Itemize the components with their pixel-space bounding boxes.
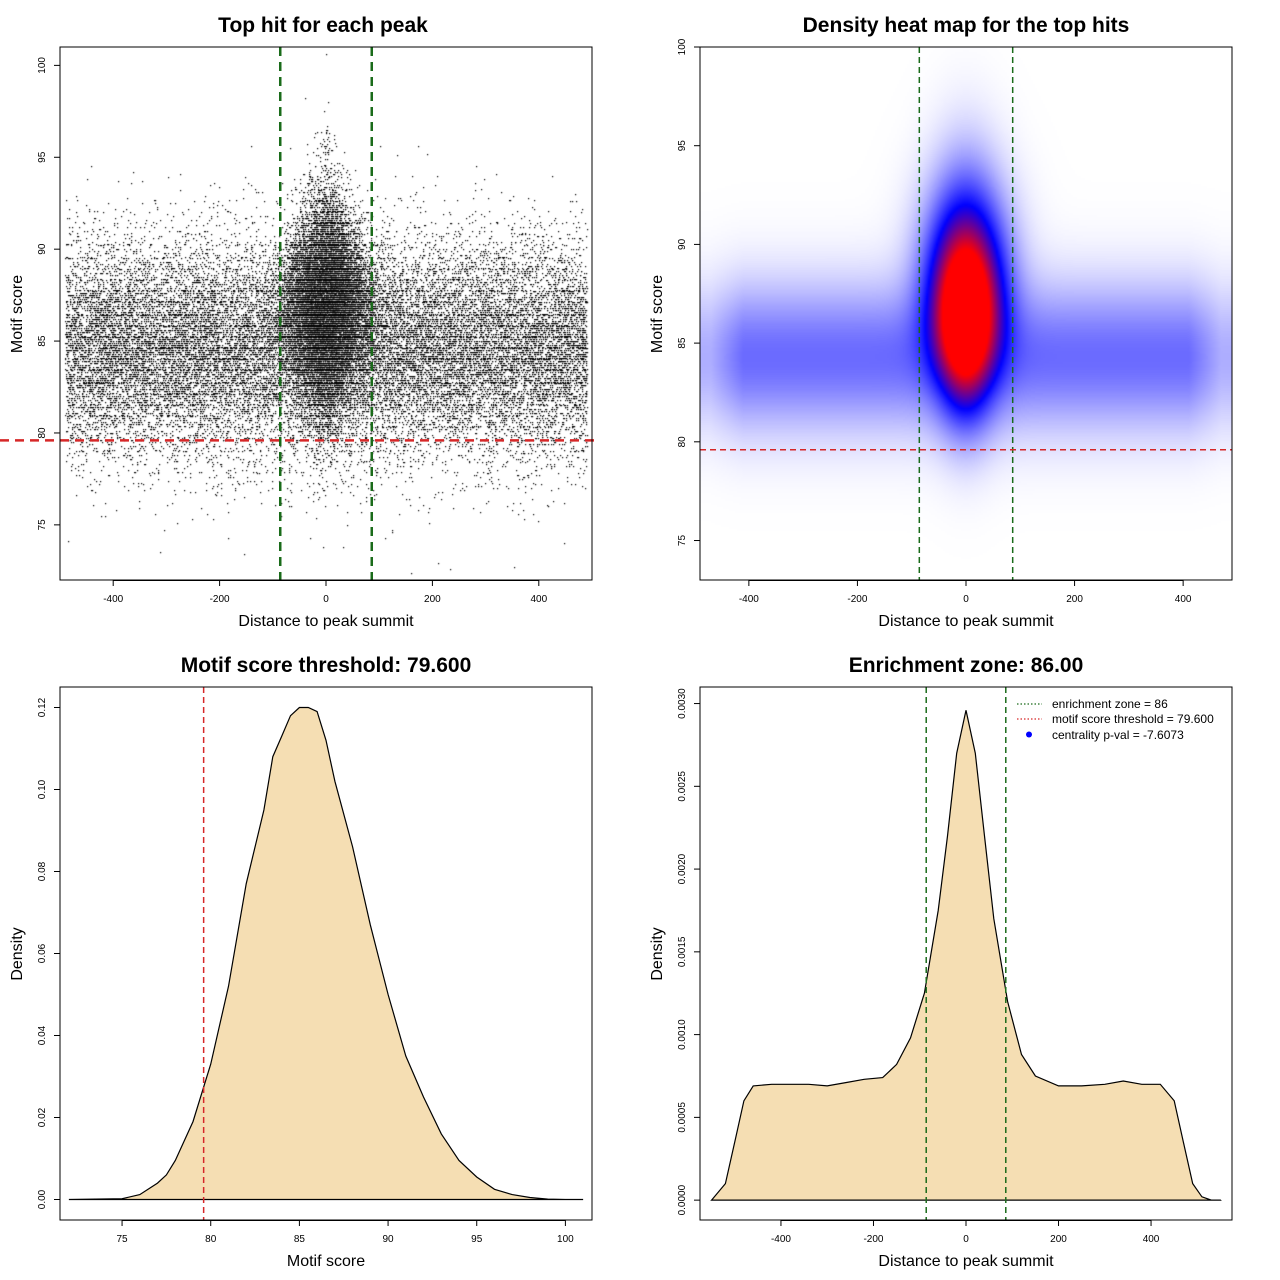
legend-zone-label: enrichment zone = 86 bbox=[1052, 697, 1168, 711]
distance-density-x-axis: -400 -200 0 200 400 bbox=[771, 1220, 1160, 1245]
legend-pval-label: centrality p-val = -7.6073 bbox=[1052, 728, 1184, 742]
scatter-x-label: Distance to peak summit bbox=[238, 613, 414, 630]
scatter-reference-lines bbox=[0, 47, 600, 580]
distance-density-curve bbox=[710, 710, 1222, 1201]
y-tick-label: 0.00 bbox=[37, 1189, 48, 1209]
x-tick-label: 400 bbox=[530, 594, 547, 605]
score-density-title: Motif score threshold: 79.600 bbox=[181, 654, 472, 677]
distance-density-panel: Enrichment zone: 86.00 -400 -200 0 200 400 0… bbox=[649, 654, 1233, 1270]
score-density-panel: Motif score threshold: 79.600 75 80 85 90 95… bbox=[9, 654, 593, 1270]
heatmap-y-label: Motif score bbox=[649, 275, 666, 353]
x-tick-label: 0 bbox=[963, 594, 969, 605]
distance-density-x-label: Distance to peak summit bbox=[878, 1253, 1054, 1270]
y-tick-label: 80 bbox=[37, 427, 48, 439]
x-tick-label: -200 bbox=[847, 594, 867, 605]
x-tick-label: 80 bbox=[205, 1234, 217, 1245]
scatter-x-axis: -400 -200 0 200 400 bbox=[103, 580, 548, 605]
score-density-y-label: Density bbox=[9, 927, 26, 980]
x-tick-label: -200 bbox=[863, 1234, 883, 1245]
score-density-curve bbox=[68, 706, 584, 1201]
y-tick-label: 0.0000 bbox=[677, 1184, 688, 1215]
x-tick-label: 90 bbox=[383, 1234, 395, 1245]
y-tick-label: 0.04 bbox=[37, 1025, 48, 1045]
heatmap-y-axis: 75 80 85 90 95 100 bbox=[677, 38, 700, 546]
score-density-x-axis: 75 80 85 90 95 100 bbox=[117, 1220, 574, 1245]
y-tick-label: 90 bbox=[37, 243, 48, 255]
x-tick-label: -200 bbox=[210, 594, 230, 605]
heatmap-reference-lines bbox=[700, 47, 1232, 580]
x-tick-label: 0 bbox=[963, 1234, 969, 1245]
distance-density-y-axis: 0.0000 0.0005 0.0010 0.0015 0.0020 0.0025 0.00… bbox=[677, 688, 700, 1215]
y-tick-label: 100 bbox=[37, 57, 48, 74]
y-tick-label: 85 bbox=[37, 335, 48, 347]
scatter-point-cloud bbox=[60, 47, 592, 580]
score-density-x-label: Motif score bbox=[287, 1253, 365, 1270]
heatmap-density-image bbox=[700, 47, 1232, 580]
heatmap-x-axis: -400 -200 0 200 400 bbox=[739, 580, 1192, 605]
y-tick-label: 85 bbox=[677, 337, 688, 349]
y-tick-label: 75 bbox=[37, 519, 48, 531]
x-tick-label: 75 bbox=[117, 1234, 129, 1245]
scatter-y-axis: 75 80 85 90 95 100 bbox=[37, 57, 60, 531]
score-density-y-axis: 0.00 0.02 0.04 0.06 0.08 0.10 0.12 bbox=[37, 697, 60, 1209]
distance-density-y-label: Density bbox=[649, 927, 666, 980]
x-tick-label: 200 bbox=[1050, 1234, 1067, 1245]
legend-threshold-label: motif score threshold = 79.600 bbox=[1052, 712, 1214, 726]
x-tick-label: -400 bbox=[739, 594, 759, 605]
x-tick-label: -400 bbox=[771, 1234, 791, 1245]
scatter-y-label: Motif score bbox=[9, 275, 26, 353]
x-tick-label: 200 bbox=[1066, 594, 1083, 605]
y-tick-label: 0.0005 bbox=[677, 1102, 688, 1133]
y-tick-label: 0.0025 bbox=[677, 771, 688, 802]
x-tick-label: 85 bbox=[294, 1234, 306, 1245]
y-tick-label: 90 bbox=[677, 238, 688, 250]
x-tick-label: 400 bbox=[1143, 1234, 1160, 1245]
legend: enrichment zone = 86 motif score thresho… bbox=[1017, 697, 1214, 742]
scatter-title: Top hit for each peak bbox=[218, 14, 428, 37]
y-tick-label: 0.06 bbox=[37, 943, 48, 963]
heatmap-x-label: Distance to peak summit bbox=[878, 613, 1054, 630]
y-tick-label: 0.0015 bbox=[677, 936, 688, 967]
y-tick-label: 0.02 bbox=[37, 1107, 48, 1127]
x-tick-label: 400 bbox=[1175, 594, 1192, 605]
x-tick-label: 0 bbox=[323, 594, 329, 605]
scatter-points bbox=[60, 47, 592, 580]
y-tick-label: 0.0010 bbox=[677, 1019, 688, 1050]
y-tick-label: 95 bbox=[37, 151, 48, 163]
y-tick-label: 0.12 bbox=[37, 697, 48, 717]
heatmap-panel: Density heat map for the top hits -400 -2… bbox=[649, 14, 1233, 630]
y-tick-label: 100 bbox=[677, 38, 688, 55]
x-tick-label: 100 bbox=[557, 1234, 574, 1245]
y-tick-label: 0.0030 bbox=[677, 688, 688, 719]
distance-density-title: Enrichment zone: 86.00 bbox=[849, 654, 1084, 677]
scatter-panel: Top hit for each peak -400 -200 0 200 400 75… bbox=[0, 14, 600, 630]
y-tick-label: 0.08 bbox=[37, 861, 48, 881]
y-tick-label: 80 bbox=[677, 436, 688, 448]
x-tick-label: 200 bbox=[424, 594, 441, 605]
y-tick-label: 95 bbox=[677, 140, 688, 152]
y-tick-label: 75 bbox=[677, 535, 688, 547]
y-tick-label: 0.0020 bbox=[677, 853, 688, 884]
heatmap-title: Density heat map for the top hits bbox=[803, 14, 1130, 37]
x-tick-label: -400 bbox=[103, 594, 123, 605]
legend-pval-dot bbox=[1026, 731, 1032, 738]
enrichment-zone-lines bbox=[925, 687, 1007, 1220]
y-tick-label: 0.10 bbox=[37, 779, 48, 799]
x-tick-label: 95 bbox=[471, 1234, 483, 1245]
